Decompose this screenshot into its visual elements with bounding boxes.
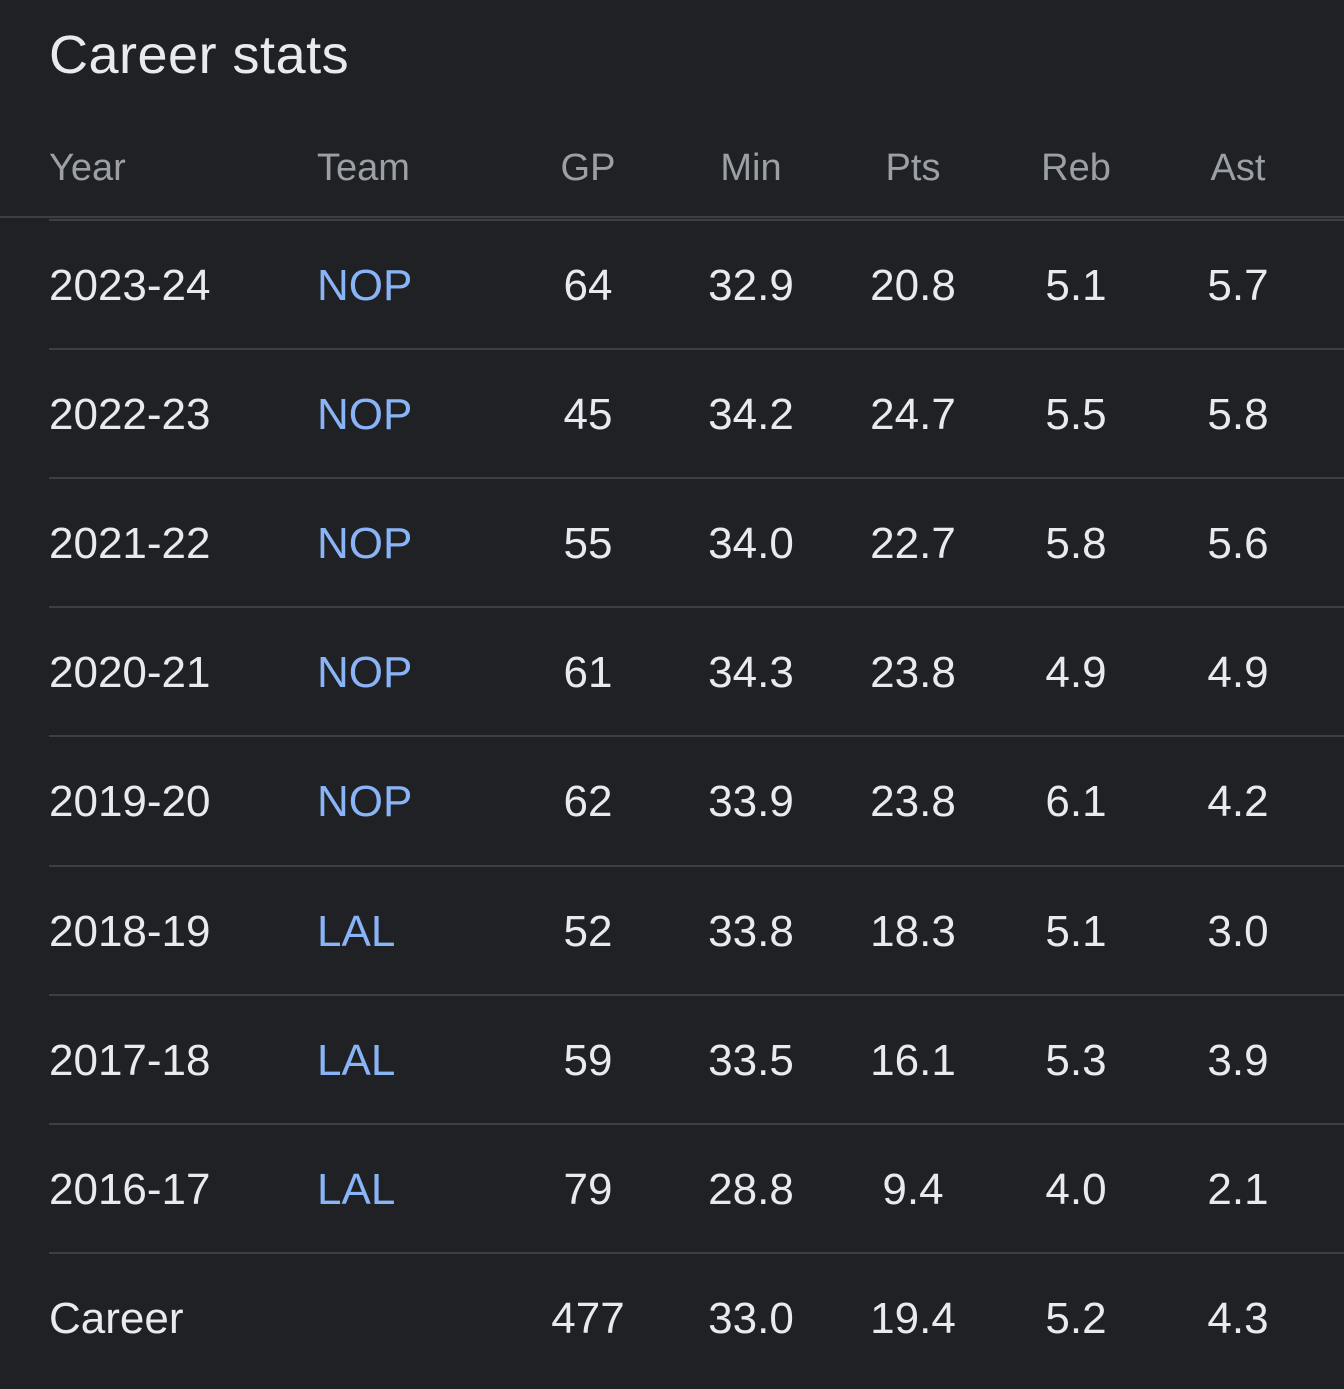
header-year[interactable]: Year	[49, 146, 126, 189]
cell-reb: 5.8	[1045, 518, 1107, 568]
team-link[interactable]: LAL	[317, 1164, 396, 1214]
row-divider	[49, 865, 1344, 867]
cell-pts: 23.8	[870, 647, 956, 697]
cell-pts: 24.7	[870, 389, 956, 439]
cell-ast: 5.7	[1207, 260, 1269, 310]
cell-reb: 5.3	[1045, 1035, 1107, 1085]
cell-gp: 52	[563, 906, 613, 956]
cell-ast: 2.1	[1207, 1164, 1269, 1214]
cell-gp: 61	[563, 647, 613, 697]
row-divider	[49, 994, 1344, 996]
cell-career-min: 33.0	[708, 1293, 794, 1343]
table-row: 2019-20 NOP 62 33.9 23.8 6.1 4.2	[0, 737, 1344, 866]
team-link[interactable]: NOP	[317, 647, 413, 697]
cell-ast: 4.9	[1207, 647, 1269, 697]
cell-min: 33.5	[708, 1035, 794, 1085]
cell-career-reb: 5.2	[1045, 1293, 1107, 1343]
cell-reb: 4.0	[1045, 1164, 1107, 1214]
cell-reb: 5.1	[1045, 260, 1107, 310]
cell-min: 33.9	[708, 776, 794, 826]
cell-gp: 45	[563, 389, 613, 439]
table-header: Year Team GP Min Pts Reb Ast	[0, 138, 1344, 218]
cell-career-ast: 4.3	[1207, 1293, 1269, 1343]
table-row: 2016-17 LAL 79 28.8 9.4 4.0 2.1	[0, 1125, 1344, 1254]
table-row: 2023-24 NOP 64 32.9 20.8 5.1 5.7	[0, 221, 1344, 350]
header-team[interactable]: Team	[317, 146, 410, 189]
cell-ast: 3.0	[1207, 906, 1269, 956]
cell-min: 28.8	[708, 1164, 794, 1214]
cell-min: 34.2	[708, 389, 794, 439]
cell-min: 32.9	[708, 260, 794, 310]
row-divider	[49, 606, 1344, 608]
cell-pts: 16.1	[870, 1035, 956, 1085]
cell-gp: 55	[563, 518, 613, 568]
header-pts[interactable]: Pts	[885, 146, 941, 189]
header-min[interactable]: Min	[720, 146, 782, 189]
header-ast[interactable]: Ast	[1210, 146, 1266, 189]
team-link[interactable]: NOP	[317, 518, 413, 568]
career-total-row: Career 477 33.0 19.4 5.2 4.3	[0, 1254, 1344, 1383]
cell-year: 2022-23	[49, 389, 211, 439]
cell-pts: 20.8	[870, 260, 956, 310]
cell-pts: 22.7	[870, 518, 956, 568]
cell-gp: 62	[563, 776, 613, 826]
team-link[interactable]: NOP	[317, 260, 413, 310]
table-row: 2018-19 LAL 52 33.8 18.3 5.1 3.0	[0, 867, 1344, 996]
cell-ast: 5.6	[1207, 518, 1269, 568]
header-gp[interactable]: GP	[560, 146, 616, 189]
cell-min: 33.8	[708, 906, 794, 956]
team-link[interactable]: LAL	[317, 906, 396, 956]
cell-year: 2016-17	[49, 1164, 211, 1214]
cell-gp: 64	[563, 260, 613, 310]
cell-ast: 5.8	[1207, 389, 1269, 439]
cell-reb: 5.1	[1045, 906, 1107, 956]
cell-year: 2020-21	[49, 647, 211, 697]
cell-pts: 23.8	[870, 776, 956, 826]
cell-reb: 4.9	[1045, 647, 1107, 697]
cell-reb: 6.1	[1045, 776, 1107, 826]
cell-gp: 79	[563, 1164, 613, 1214]
cell-year: 2017-18	[49, 1035, 211, 1085]
cell-ast: 3.9	[1207, 1035, 1269, 1085]
cell-career-team	[317, 1254, 517, 1383]
page-title: Career stats	[49, 25, 350, 85]
cell-year: 2019-20	[49, 776, 211, 826]
cell-reb: 5.5	[1045, 389, 1107, 439]
team-link[interactable]: LAL	[317, 1035, 396, 1085]
cell-min: 34.0	[708, 518, 794, 568]
row-divider	[49, 735, 1344, 737]
cell-gp: 59	[563, 1035, 613, 1085]
table-row: 2021-22 NOP 55 34.0 22.7 5.8 5.6	[0, 479, 1344, 608]
team-link[interactable]: NOP	[317, 389, 413, 439]
cell-career-pts: 19.4	[870, 1293, 956, 1343]
cell-career-gp: 477	[551, 1293, 625, 1343]
row-divider	[49, 348, 1344, 350]
header-divider	[49, 219, 1344, 221]
cell-pts: 9.4	[882, 1164, 944, 1214]
header-reb[interactable]: Reb	[1041, 146, 1111, 189]
table-row: 2020-21 NOP 61 34.3 23.8 4.9 4.9	[0, 608, 1344, 737]
cell-year: 2021-22	[49, 518, 211, 568]
row-divider	[49, 1252, 1344, 1254]
team-link[interactable]: NOP	[317, 776, 413, 826]
table-row: 2022-23 NOP 45 34.2 24.7 5.5 5.8	[0, 350, 1344, 479]
cell-year: 2023-24	[49, 260, 211, 310]
table-row: 2017-18 LAL 59 33.5 16.1 5.3 3.9	[0, 996, 1344, 1125]
cell-min: 34.3	[708, 647, 794, 697]
row-divider	[49, 1123, 1344, 1125]
cell-pts: 18.3	[870, 906, 956, 956]
cell-ast: 4.2	[1207, 776, 1269, 826]
cell-career-label: Career	[49, 1293, 184, 1343]
row-divider	[49, 477, 1344, 479]
cell-year: 2018-19	[49, 906, 211, 956]
